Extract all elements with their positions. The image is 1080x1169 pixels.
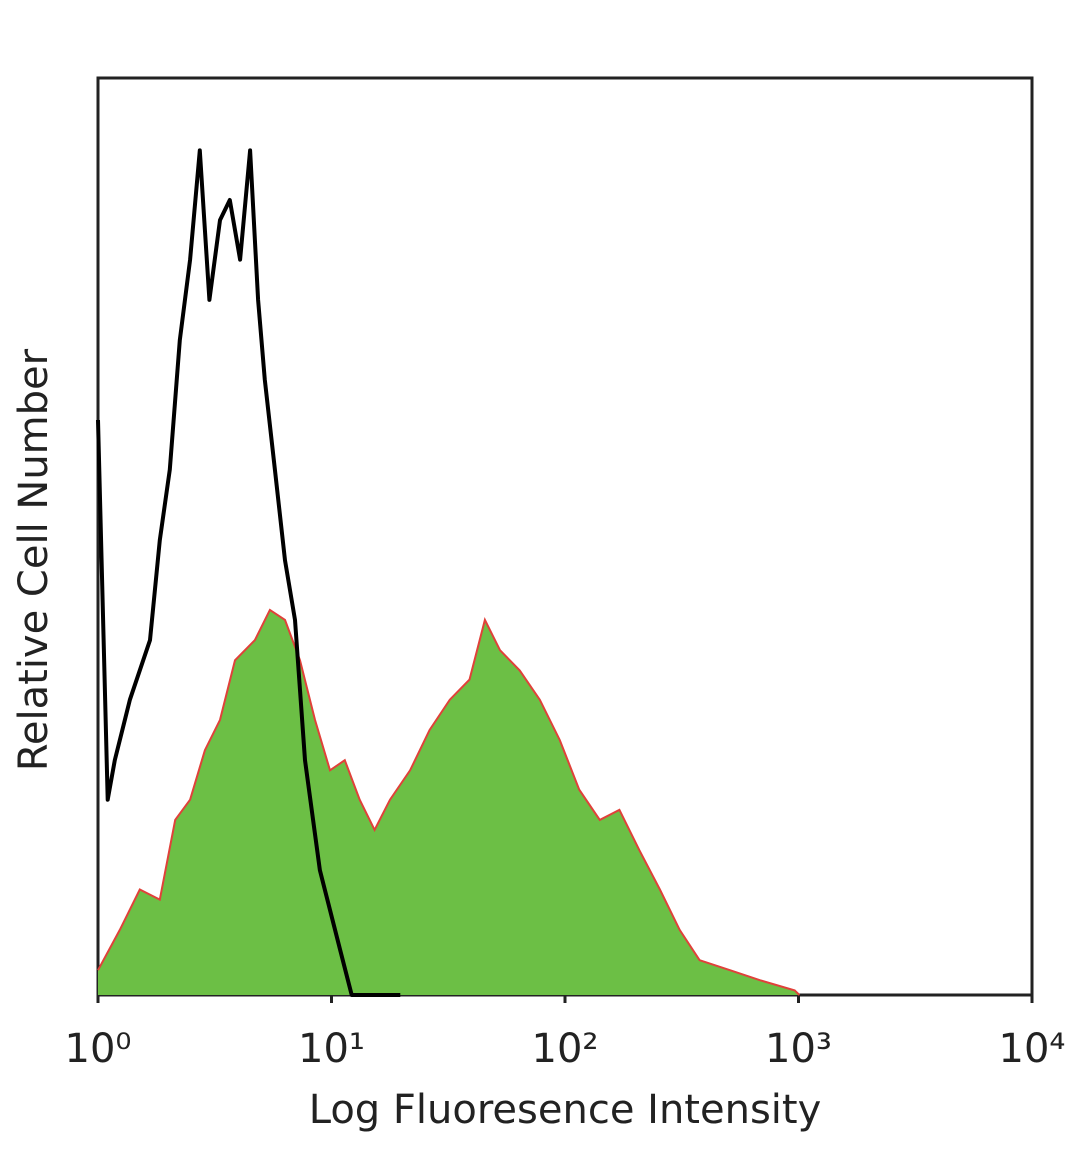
line (96, 148, 401, 997)
x-tick-label: 10⁰ (65, 1026, 132, 1072)
y-axis-label: Relative Cell Number (11, 348, 57, 771)
x-tick-label: 10¹ (298, 1026, 365, 1072)
area (98, 609, 800, 995)
x-axis-label: Log Fluoresence Intensity (309, 1087, 822, 1133)
x-tick-label: 10³ (765, 1026, 832, 1072)
x-tick-label: 10⁴ (999, 1026, 1066, 1072)
area-outline (97, 608, 801, 996)
x-tick-label: 10² (532, 1026, 599, 1072)
